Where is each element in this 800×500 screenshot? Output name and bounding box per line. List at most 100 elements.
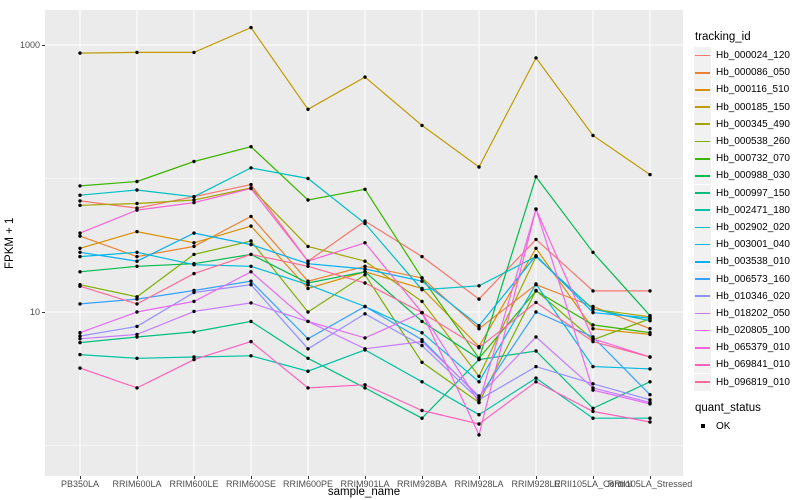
data-point [477,324,481,328]
data-point [648,380,652,384]
data-point [306,310,310,314]
data-point [420,331,424,335]
line-swatch-icon [695,312,710,315]
plot-svg [45,10,683,476]
legend-item-Hb_000024_120: Hb_000024_120 [694,47,800,65]
data-point [591,310,595,315]
data-point [135,332,139,337]
data-point [363,304,367,309]
data-point [135,201,139,206]
data-point [420,416,424,420]
data-point [249,224,253,228]
data-point [135,310,139,314]
data-point [249,301,253,305]
data-point [591,339,595,344]
legend-key [694,47,711,65]
legend-key [694,339,711,357]
y-tick-mark [42,312,45,313]
series-points-Hb_069841_010 [78,339,652,426]
data-point [591,133,595,138]
data-point [477,327,481,331]
x-tick-mark [137,476,138,479]
data-point [363,241,367,245]
data-point [363,347,367,351]
data-point [192,195,196,199]
data-point [306,347,310,351]
data-point [534,246,538,250]
data-point [135,335,139,339]
data-point [135,302,139,306]
data-point [135,324,139,329]
data-point [477,380,481,384]
x-tick-mark [308,476,309,479]
x-tick-mark [80,476,81,479]
data-point [420,408,424,413]
data-point [363,75,367,79]
data-point [78,340,82,345]
legend-item-label: Hb_000086_050 [716,67,790,79]
legend-key [694,115,711,133]
line-swatch-icon [695,364,710,366]
data-point [534,349,538,353]
data-point [477,165,481,169]
legend-key [694,133,711,151]
data-point [534,282,538,286]
data-point [648,355,652,359]
data-point [363,267,367,271]
data-point [135,250,139,254]
x-tick-label: RRIM600PE [282,479,334,489]
data-point [306,337,310,341]
data-point [591,388,595,392]
data-point [306,244,310,249]
data-point [420,276,424,280]
data-point [363,273,367,277]
data-point [78,334,82,338]
legend-item-Hb_000988_030: Hb_000988_030 [694,167,800,185]
data-point [192,330,196,334]
legend-item-label: Hb_000345_490 [716,118,790,130]
legend-key [694,184,711,202]
data-point [420,299,424,304]
legend-item-label: Hb_003538_010 [716,256,790,268]
legend-item-Hb_010346_020: Hb_010346_020 [694,287,800,305]
legend-key [694,150,711,168]
x-tick-label: RRIM928BA [396,479,448,489]
data-point [78,184,82,188]
data-point [78,246,82,250]
line-swatch-icon [695,260,710,263]
data-point [249,270,253,274]
legend-item-label: Hb_000185_150 [716,101,790,113]
data-point [306,283,310,287]
data-point [363,336,367,340]
data-point [135,259,139,263]
data-point [420,254,424,259]
data-point [306,356,310,360]
series-points-Hb_000732_070 [78,145,652,360]
legend-key [694,167,711,185]
line-swatch-icon [695,175,710,177]
data-point [192,244,196,249]
data-point [192,231,196,235]
line-swatch-icon [695,140,710,143]
data-point [249,279,253,283]
data-point [78,203,82,207]
legend-key [694,270,711,288]
data-point [534,364,538,369]
data-point [363,187,367,191]
x-tick-label: RRII105LA_Stressed [607,479,693,489]
data-point [591,327,595,331]
data-point [534,300,538,305]
data-point [648,289,652,293]
data-point [591,409,595,414]
data-point [420,339,424,344]
data-point [591,416,595,420]
data-point [477,422,481,426]
data-point [192,50,196,55]
legend-item-Hb_000086_050: Hb_000086_050 [694,64,800,82]
data-point [477,394,481,398]
data-point [477,374,481,378]
data-point [363,281,367,285]
legend-items-tracking: Hb_000024_120 Hb_000086_050 Hb_000116_510 H… [694,47,800,391]
x-tick-label: RRII105LA_Control [553,479,633,489]
data-point [192,271,196,276]
